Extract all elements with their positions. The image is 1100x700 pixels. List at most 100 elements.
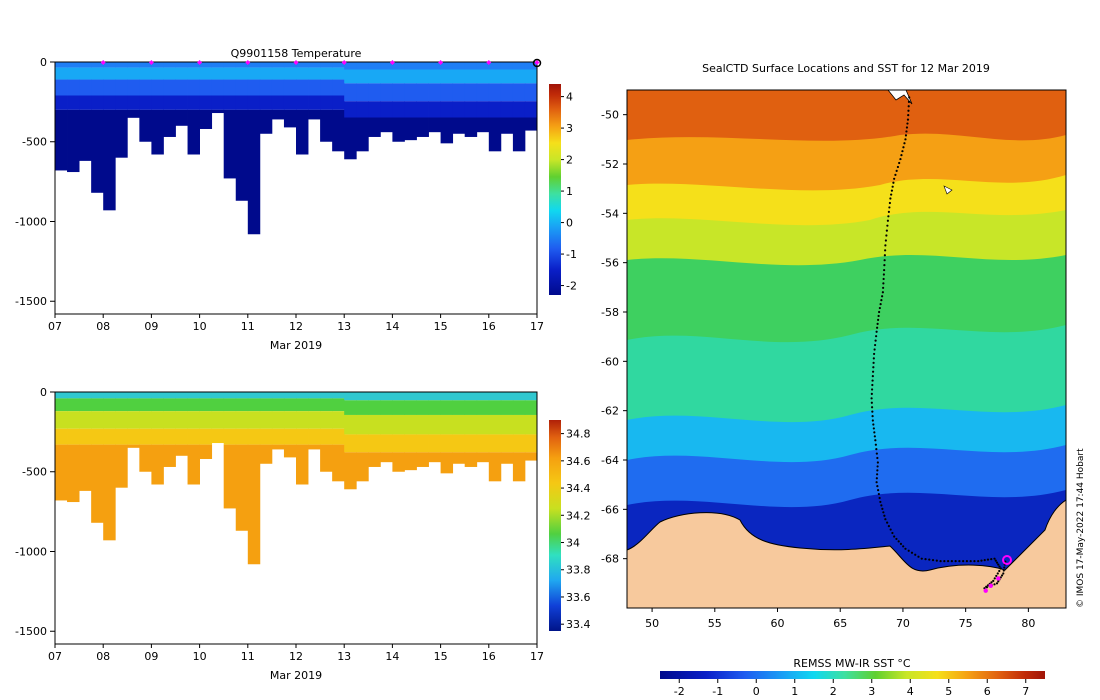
y-tick-label: -500 [22,136,47,149]
temperature-profile-cell [344,117,357,160]
track-point [871,410,874,413]
temperature-profile-cell [416,83,429,102]
temperature-xlabel: Mar 2019 [270,339,322,352]
temperature-profile-cell [91,79,104,96]
profile-marker [197,60,203,65]
map-y-tick-label: -66 [601,503,619,516]
temperature-profile-cell [440,62,454,70]
salinity-profile-cell [175,428,188,445]
temperature-profile-cell [67,95,80,110]
temperature-profile-cell [428,83,441,102]
temperature-profile-cell [151,79,164,96]
salinity-profile-cell [103,428,116,445]
temperature-profile-cell [79,95,92,110]
latest-position-marker [1002,555,1012,565]
salinity-profile-cell [103,398,116,412]
track-point [893,535,896,538]
temperature-profile-cell [259,79,273,96]
salinity-profile-cell [199,428,213,445]
salinity-profile-cell [283,444,297,458]
salinity-profile-cell [235,444,249,531]
temperature-profile-cell [163,62,176,68]
salinity-profile-cell [175,411,188,429]
track-point [875,448,878,451]
track-point [873,348,876,351]
salinity-profile-cell [139,392,152,399]
salinity-profile-cell [440,434,454,453]
salinity-profile-cell [512,392,526,401]
salinity-profile-cell [91,428,104,445]
track-point [877,492,880,496]
y-tick-label: -1500 [15,295,47,308]
track-point [914,553,917,556]
track-point [882,286,885,289]
temperature-profile-cell [115,67,128,80]
salinity-profile-cell [428,392,441,401]
profile-marker [341,60,347,65]
map-y-tick-label: -54 [601,207,619,220]
salinity-profile-cell [55,428,68,445]
x-tick-label: 11 [241,650,255,663]
temperature-profile-cell [476,101,490,118]
track-point [907,109,910,112]
temperature-profile-cell [187,79,200,96]
salinity-profile-cell [344,434,357,453]
track-point [870,401,873,404]
track-point [901,150,904,153]
track-point [872,366,875,369]
x-tick-label: 07 [48,320,62,333]
colorbar-tick-label: -2 [566,280,577,293]
y-tick-label: 0 [40,386,47,399]
map-x-tick-label: 60 [771,617,785,630]
salinity-profile-cell [524,434,538,453]
salinity-profile-cell [199,398,213,412]
temperature-profile-cell [55,62,68,68]
track-point [985,586,989,589]
seal-track [870,96,1007,593]
salinity-profile-cell [67,444,80,503]
temperature-profile-cell [476,62,490,70]
surface-location-marker [983,588,988,593]
temperature-profile-cell [283,109,297,128]
temperature-profile-cell [223,95,237,110]
temperature-profile-cell [416,69,429,84]
temperature-profile-cell [488,69,502,84]
salinity-x-ticks: 07 08 09 10 11 12 13 14 15 16 17 [48,644,544,663]
track-point [990,581,993,584]
track-point [872,352,876,356]
track-point [892,181,895,184]
profile-marker [534,60,540,65]
temperature-profile-cell [524,83,538,102]
track-point [890,189,894,192]
track-point [897,540,900,543]
track-point [931,559,935,562]
track-point [895,537,898,541]
temperature-profile-cell [404,101,417,118]
track-point [883,259,886,262]
salinity-profile-cell [247,444,261,565]
track-point [996,572,999,575]
track-point [895,169,898,173]
temperature-profile-cell [404,62,417,70]
track-point [876,473,879,476]
salinity-profile-cell [368,400,381,415]
salinity-profile-cell [428,452,441,463]
track-point [939,560,942,563]
salinity-profile-cell [103,392,116,399]
temperature-profile-cell [404,117,417,141]
temperature-profile-cell [163,79,176,96]
temperature-profile-cell [296,109,309,155]
salinity-profile-cell [67,428,80,445]
colorbar-tick-label: -1 [566,248,577,261]
track-point [889,528,892,531]
temperature-profile-cell [55,109,68,171]
temperature-profile-cell [127,62,140,68]
salinity-profile-cell [308,392,321,399]
salinity-profile-cell [211,411,225,429]
track-point [888,201,891,205]
profile-marker [293,60,299,65]
salinity-profile-cell [247,428,261,445]
track-point [871,419,874,422]
track-point [881,507,884,510]
track-point [902,146,905,149]
